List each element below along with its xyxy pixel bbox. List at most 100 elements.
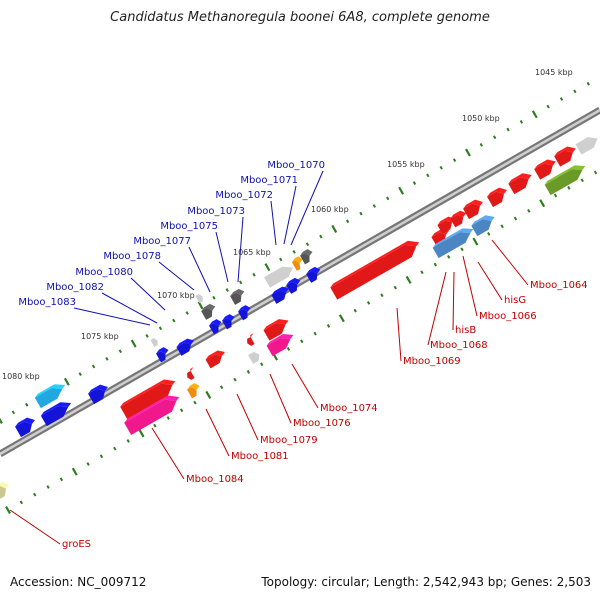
- gene-top-face: [544, 165, 586, 185]
- gene-top-face: [508, 173, 532, 184]
- gene-arrow: [222, 314, 235, 330]
- gene-arrow: [471, 215, 495, 237]
- gene-label-text: Mboo_1072: [215, 190, 273, 201]
- tick-mark-upper: [506, 127, 510, 132]
- tick-mark-upper: [25, 402, 29, 407]
- gene-arrow: [248, 347, 263, 364]
- gene-arrow: [0, 481, 10, 499]
- gene-top-face: [306, 266, 321, 275]
- tick-mark-upper: [118, 349, 122, 354]
- gene-arrow: [15, 417, 35, 438]
- tick-mark-upper: [292, 249, 296, 254]
- gene-top-face: [230, 288, 245, 297]
- gene-top-face: [0, 481, 10, 489]
- tick-mark-upper: [345, 219, 350, 224]
- tick-mark-upper: [91, 364, 96, 369]
- leader-line: [491, 239, 529, 286]
- tick-mark-upper: [412, 181, 417, 185]
- tick-mark-upper: [264, 263, 271, 272]
- gene-front-face: [306, 270, 318, 283]
- gene-label: Mboo_1076: [269, 373, 351, 429]
- gene-arrow: [187, 367, 195, 380]
- gene-arrow: [209, 319, 222, 335]
- gene-top-face: [88, 384, 108, 394]
- gene-front-face: [34, 388, 63, 409]
- tick-mark-lower: [567, 185, 571, 190]
- gene-arrow: [432, 228, 474, 259]
- gene-arrow: [534, 159, 556, 180]
- tick-mark-lower: [126, 439, 130, 443]
- tick-mark-lower: [153, 423, 157, 428]
- tick-mark-lower: [59, 477, 64, 482]
- gene-label: Mboo_1079: [236, 393, 318, 446]
- tick-mark-upper: [559, 97, 564, 101]
- tick-mark-upper: [493, 135, 497, 140]
- gene-top-face: [150, 334, 161, 341]
- gene-arrow: [247, 333, 255, 346]
- tick-mark-upper: [426, 173, 430, 178]
- gene-top-face: [463, 199, 483, 209]
- leader-line: [290, 170, 324, 246]
- gene-top-face: [266, 334, 294, 346]
- gene-label: hisG: [477, 261, 526, 306]
- gene-arrow: [463, 199, 483, 220]
- gene-front-face: [124, 399, 177, 435]
- gene-label-text: Mboo_1069: [403, 356, 461, 367]
- gene-top-face: [120, 379, 176, 407]
- tick-mark-upper: [372, 204, 377, 208]
- gene-front-face: [205, 354, 222, 369]
- tick-mark-lower: [513, 216, 518, 221]
- gene-label-text: Mboo_1079: [260, 435, 318, 446]
- gene-top-face: [248, 347, 263, 356]
- scale-labels-group: 1045 kbp 1050 kbp 1055 kbp 1060 kbp 1065 kbp…: [2, 68, 573, 381]
- tick-mark-upper: [212, 295, 216, 300]
- gene-front-face: [187, 387, 197, 399]
- leader-line: [130, 277, 166, 311]
- tick-mark-lower: [580, 178, 584, 183]
- tick-mark-upper: [546, 104, 550, 109]
- leader-line: [215, 231, 229, 283]
- gene-top-face: [187, 383, 200, 391]
- gene-top-face: [450, 210, 467, 219]
- tick-mark-lower: [487, 232, 491, 236]
- scale-label: 1070 kbp: [157, 291, 195, 300]
- tick-mark-lower: [5, 505, 11, 515]
- gene-top-face: [432, 228, 474, 248]
- gene-top-face: [286, 277, 301, 286]
- gene-arrow: [205, 350, 225, 369]
- gene-front-face: [264, 266, 294, 288]
- gene-arrow: [575, 133, 600, 155]
- gene-front-face: [450, 214, 464, 228]
- tick-mark-upper: [0, 417, 3, 425]
- leader-line: [73, 307, 151, 326]
- tick-mark-lower: [113, 446, 117, 451]
- gene-front-face: [156, 351, 166, 363]
- gene-label-text: Mboo_1064: [530, 280, 588, 291]
- gene-label: Mboo_1066: [462, 255, 537, 322]
- gene-label: Mboo_1080: [75, 267, 166, 311]
- gene-label-text: Mboo_1082: [46, 282, 104, 293]
- gene-label-text: Mboo_1083: [18, 297, 76, 308]
- tick-mark-lower: [353, 308, 357, 313]
- gene-front-face: [40, 406, 69, 427]
- gene-top-face: [205, 350, 225, 360]
- gene-arrow: [487, 187, 507, 208]
- gene-label: hisB: [452, 271, 476, 336]
- gene-arrow: [300, 249, 313, 265]
- gene-arrow: [88, 384, 108, 405]
- gene-front-face: [266, 338, 291, 357]
- gene-arrow: [286, 277, 301, 294]
- leader-line: [462, 255, 478, 317]
- gene-front-face: [201, 307, 213, 320]
- gene-arrow: [508, 173, 532, 195]
- gene-front-face: [247, 337, 255, 346]
- gene-front-face: [88, 388, 105, 405]
- tick-mark-lower: [553, 193, 558, 198]
- gene-front-face: [0, 486, 7, 499]
- gene-label-text: Mboo_1075: [160, 221, 218, 232]
- scale-label: 1065 kbp: [233, 248, 271, 257]
- gene-top-face: [534, 159, 556, 170]
- tick-mark-upper: [145, 334, 149, 338]
- leader-line: [101, 292, 158, 324]
- tick-mark-lower: [193, 400, 197, 405]
